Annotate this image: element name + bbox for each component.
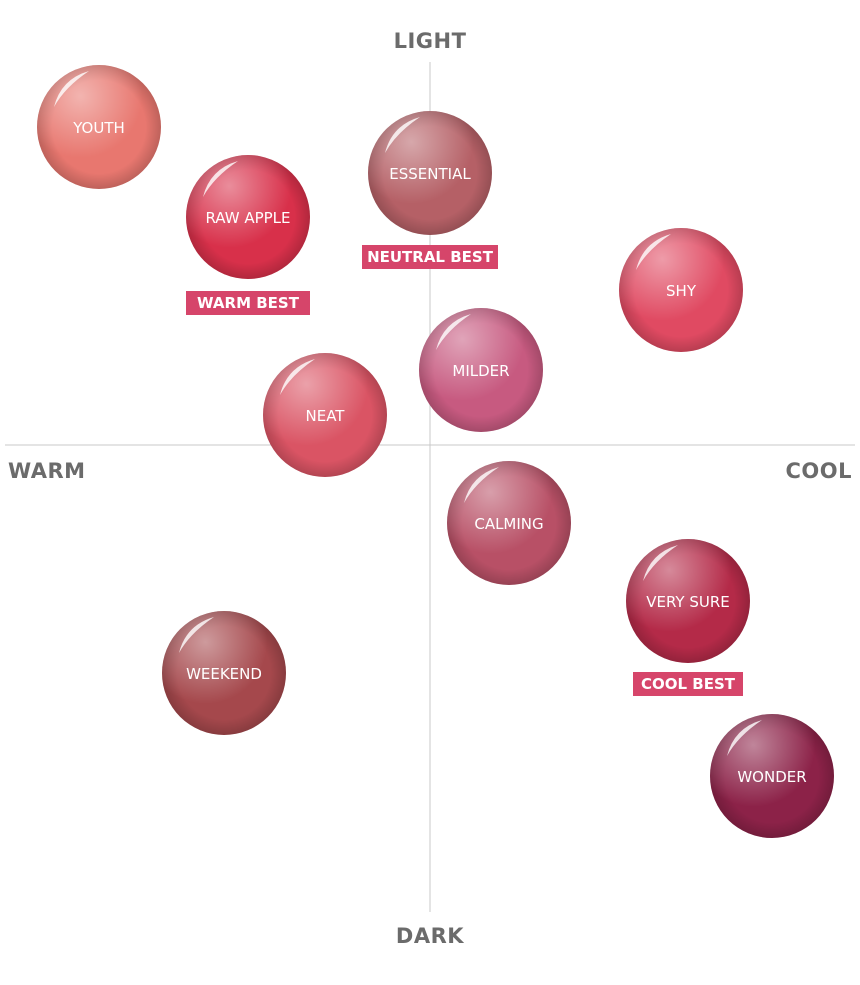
- swatch: YOUTH: [37, 65, 161, 189]
- swatch: MILDER: [419, 308, 543, 432]
- axis-top: LIGHT: [394, 29, 467, 53]
- axis-bottom: DARK: [396, 924, 464, 948]
- badge-label: COOL BEST: [641, 675, 736, 693]
- badge: [362, 245, 498, 269]
- swatch: NEAT: [263, 353, 387, 477]
- swatch: WONDER: [710, 714, 834, 838]
- badge: [186, 291, 310, 315]
- swatch-gloss: [447, 461, 571, 585]
- swatch-label: SHY: [666, 282, 697, 300]
- axis-right: COOL: [786, 459, 853, 483]
- badge-label: NEUTRAL BEST: [367, 248, 494, 266]
- swatch-gloss: [710, 714, 834, 838]
- swatch: WEEKEND: [162, 611, 286, 735]
- swatch-label: NEAT: [306, 407, 346, 425]
- swatch: VERY SURE: [626, 539, 750, 663]
- swatch-label: VERY SURE: [646, 593, 730, 611]
- swatch-gloss: [186, 155, 310, 279]
- swatch-gloss: [419, 308, 543, 432]
- swatch: SHY: [619, 228, 743, 352]
- swatch-label: ESSENTIAL: [389, 165, 471, 183]
- swatch-label: MILDER: [452, 362, 509, 380]
- swatch-gloss: [619, 228, 743, 352]
- swatch-gloss: [626, 539, 750, 663]
- swatch: ESSENTIAL: [368, 111, 492, 235]
- badge-label: WARM BEST: [197, 294, 300, 312]
- swatch-gloss: [162, 611, 286, 735]
- swatch-label: YOUTH: [72, 119, 125, 137]
- swatch-gloss: [263, 353, 387, 477]
- swatch: RAW APPLE: [186, 155, 310, 279]
- swatch-label: RAW APPLE: [205, 209, 290, 227]
- swatch-gloss: [368, 111, 492, 235]
- axis-left: WARM: [8, 459, 86, 483]
- swatch-label: WEEKEND: [186, 665, 262, 683]
- swatch-label: WONDER: [737, 768, 806, 786]
- swatch-label: CALMING: [474, 515, 543, 533]
- swatch: CALMING: [447, 461, 571, 585]
- badge: [633, 672, 743, 696]
- swatch-gloss: [37, 65, 161, 189]
